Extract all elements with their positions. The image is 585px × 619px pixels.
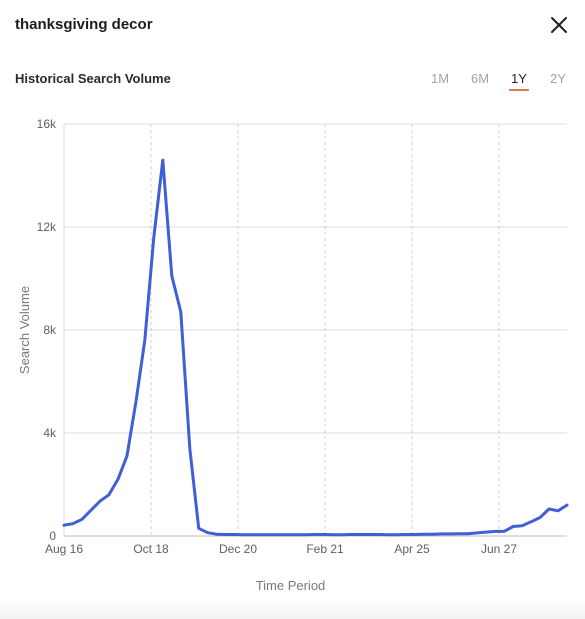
y-tick-label: 4k <box>43 426 57 440</box>
bottom-fade <box>0 599 585 619</box>
x-tick-label: Jun 27 <box>481 542 517 556</box>
section-title: Historical Search Volume <box>15 71 171 86</box>
search-volume-chart: 0 4k 8k 12k 16k Aug 16 Oct 18 Dec 20 Feb 21 Apr … <box>17 117 569 593</box>
y-tick-label: 16k <box>37 117 57 131</box>
tab-1y[interactable]: 1Y <box>511 71 527 86</box>
tab-2y[interactable]: 2Y <box>550 71 566 86</box>
x-tick-label: Dec 20 <box>219 542 257 556</box>
y-tick-label: 0 <box>49 529 56 543</box>
search-volume-line <box>62 158 569 537</box>
vertical-gridlines <box>150 124 500 536</box>
x-tick-labels: Aug 16 Oct 18 Dec 20 Feb 21 Apr 25 Jun 27 <box>45 542 517 556</box>
range-tabs: 1M 6M 1Y 2Y <box>420 71 570 93</box>
tab-1m[interactable]: 1M <box>430 71 450 86</box>
x-axis-label: Time Period <box>256 578 326 593</box>
x-tick-label: Feb 21 <box>306 542 344 556</box>
tab-6m[interactable]: 6M <box>470 71 490 86</box>
active-tab-indicator <box>509 89 529 91</box>
y-tick-labels: 0 4k 8k 12k 16k <box>37 117 57 543</box>
y-tick-label: 8k <box>43 323 57 337</box>
x-tick-label: Oct 18 <box>133 542 169 556</box>
panel-title: thanksgiving decor <box>15 16 153 33</box>
y-axis-label: Search Volume <box>17 286 32 374</box>
close-button[interactable] <box>547 13 571 37</box>
x-tick-label: Aug 16 <box>45 542 83 556</box>
close-icon <box>551 17 567 33</box>
x-tick-label: Apr 25 <box>394 542 430 556</box>
horizontal-gridlines <box>64 123 567 434</box>
y-tick-label: 12k <box>37 220 57 234</box>
